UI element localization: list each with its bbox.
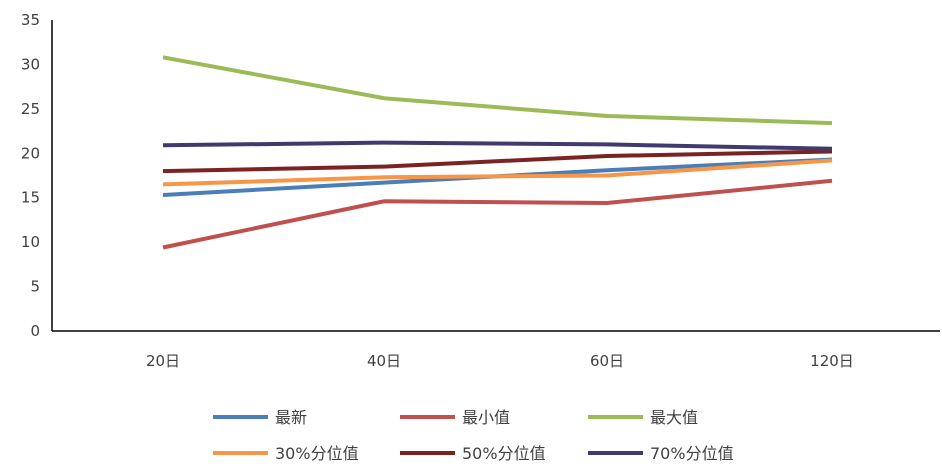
legend-label: 最小值 [462, 408, 510, 427]
y-tick-label: 20 [21, 144, 40, 162]
series-line-6 [162, 140, 833, 151]
y-tick-label: 0 [30, 322, 40, 340]
legend-item: 最大值 [588, 408, 698, 427]
legend: 最新 最小值 最大值 30%分位值 50%分位值 70%分位值 [213, 408, 734, 463]
legend-label: 70%分位值 [650, 444, 734, 463]
legend-item: 70%分位值 [588, 444, 734, 463]
y-tick-label: 25 [21, 100, 40, 118]
legend-label: 50%分位值 [462, 444, 546, 463]
x-tick-labels: 20日 40日 60日 120日 [146, 352, 854, 370]
series-lines [162, 55, 833, 250]
series-line-2 [162, 178, 833, 250]
y-tick-label: 5 [30, 278, 40, 296]
series-line-4 [162, 158, 833, 187]
x-tick-label: 120日 [810, 352, 854, 370]
x-tick-label: 20日 [146, 352, 180, 370]
series-line-5 [162, 149, 833, 174]
y-tick-label: 30 [21, 55, 40, 73]
y-tick-label: 10 [21, 233, 40, 251]
legend-item: 30%分位值 [213, 444, 359, 463]
legend-label: 最新 [275, 408, 307, 427]
x-axis: 20日 40日 60日 120日 [52, 330, 940, 370]
series-line-3 [162, 55, 833, 126]
legend-item: 最小值 [400, 408, 510, 427]
y-tick-label: 35 [21, 11, 40, 29]
y-tick-label: 15 [21, 189, 40, 207]
legend-item: 最新 [213, 408, 307, 427]
y-tick-labels: 0 5 10 15 20 25 30 35 [21, 11, 40, 340]
x-tick-label: 60日 [590, 352, 624, 370]
x-tick-label: 40日 [367, 352, 401, 370]
legend-item: 50%分位值 [400, 444, 546, 463]
legend-label: 最大值 [650, 408, 698, 427]
y-axis: 0 5 10 15 20 25 30 35 [21, 11, 53, 340]
legend-label: 30%分位值 [275, 444, 359, 463]
